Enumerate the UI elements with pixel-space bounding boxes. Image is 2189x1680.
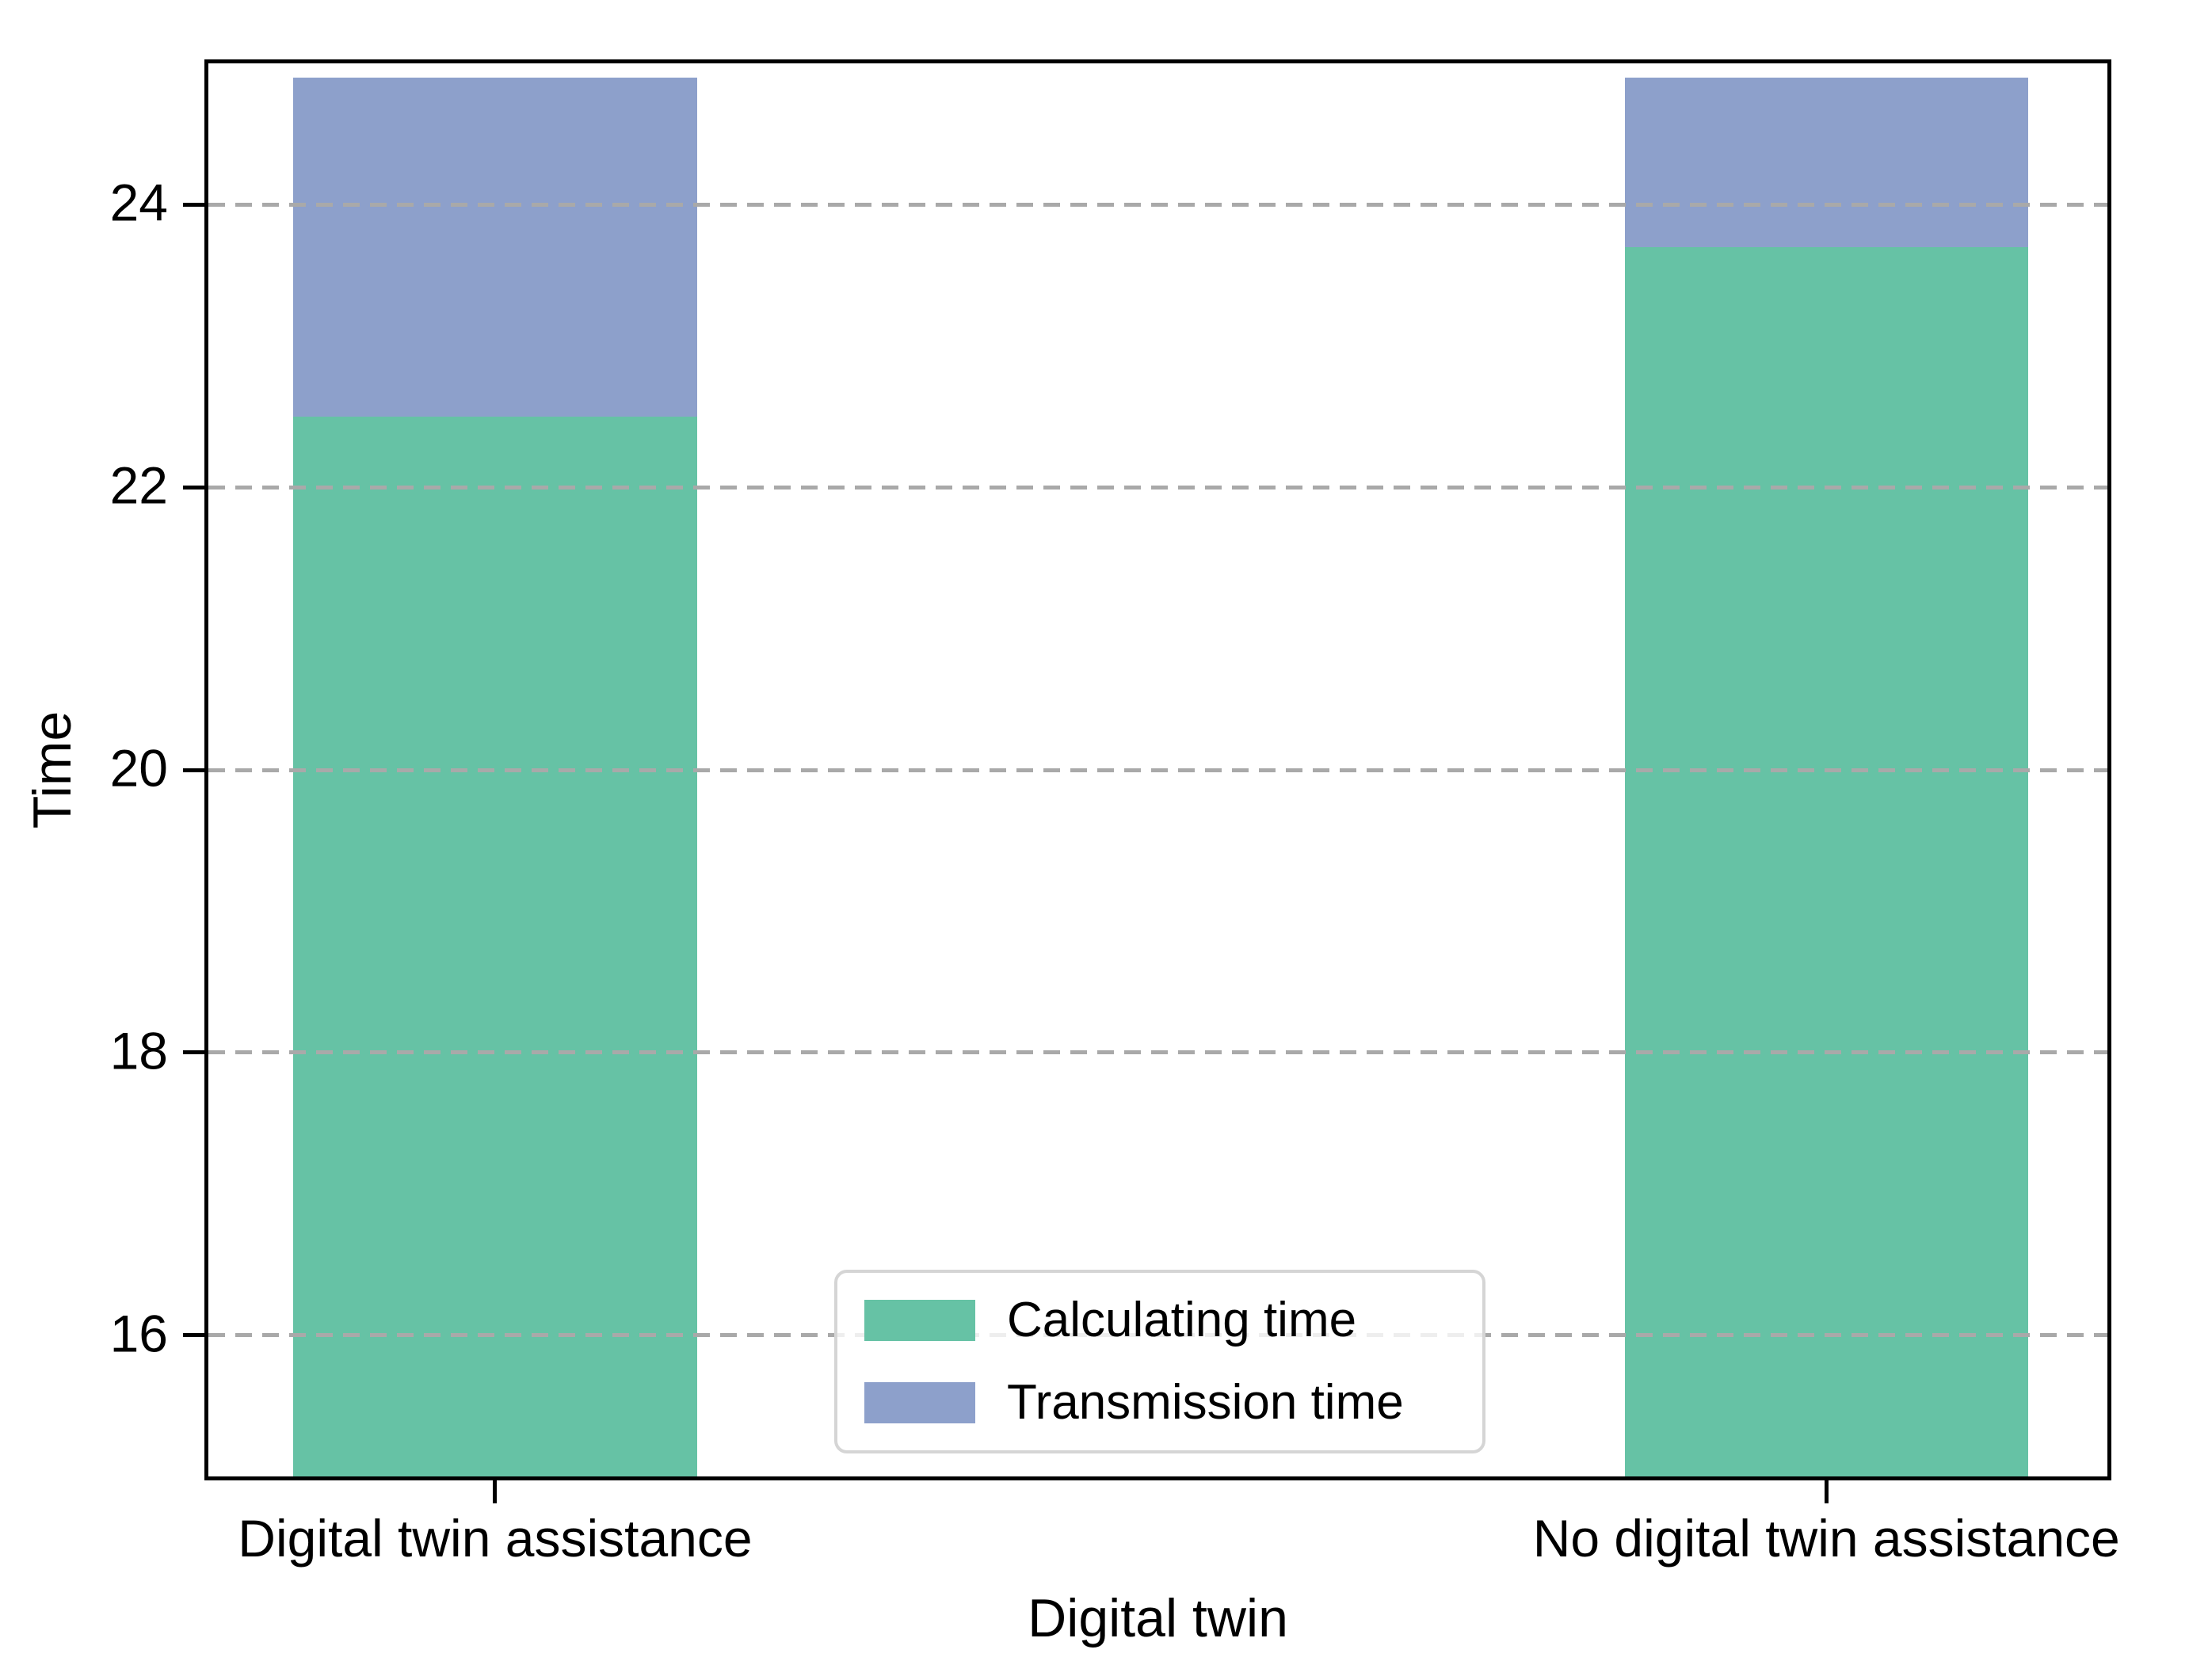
- bar-segment-transmission-time: [293, 77, 697, 417]
- bar-segment-calculating-time: [293, 417, 697, 1476]
- bar-segment-transmission-time: [1624, 77, 2028, 247]
- y-tick-mark: [183, 202, 204, 207]
- y-tick-mark: [183, 1050, 204, 1055]
- legend: Calculating time Transmission time: [834, 1270, 1485, 1453]
- y-tick-label: 20: [109, 738, 168, 798]
- x-axis-label: Digital twin: [1028, 1588, 1288, 1648]
- plot-area: Time Digital twin 16 18 20 22 24 Digital twi…: [22, 59, 2120, 1645]
- y-tick-mark: [183, 768, 204, 772]
- x-tick-mark: [493, 1480, 498, 1503]
- y-tick-label: 24: [109, 173, 168, 232]
- y-tick-label: 16: [109, 1303, 168, 1362]
- legend-label: Calculating time: [1007, 1293, 1357, 1347]
- gridline-y-24: [208, 202, 2107, 207]
- transmission-time-swatch: [864, 1382, 975, 1423]
- legend-entry-transmission-time: Transmission time: [864, 1378, 1455, 1427]
- gridline-y-22: [208, 485, 2107, 490]
- x-tick-label: No digital twin assistance: [1532, 1509, 2120, 1568]
- x-tick-mark: [1824, 1480, 1829, 1503]
- bar-segment-calculating-time: [1624, 246, 2028, 1476]
- y-tick-mark: [183, 485, 204, 490]
- y-axis-label: Time: [22, 710, 82, 829]
- calculating-time-swatch: [864, 1300, 975, 1341]
- legend-label: Transmission time: [1007, 1375, 1404, 1430]
- y-tick-mark: [183, 1333, 204, 1338]
- legend-entry-calculating-time: Calculating time: [864, 1296, 1455, 1345]
- gridline-y-18: [208, 1050, 2107, 1055]
- y-tick-label: 22: [109, 455, 168, 515]
- x-tick-label: Digital twin assistance: [238, 1509, 753, 1568]
- gridline-y-20: [208, 768, 2107, 772]
- y-tick-label: 18: [109, 1021, 168, 1080]
